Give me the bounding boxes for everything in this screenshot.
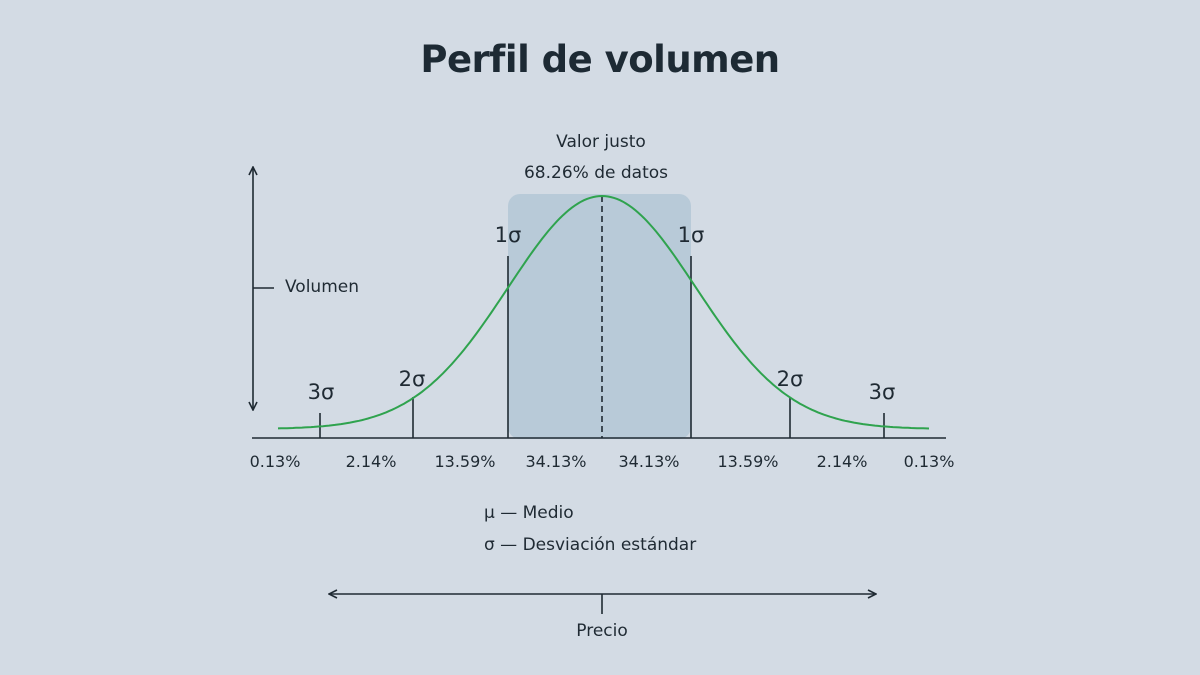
- sigma-label-left-2: 2σ: [399, 367, 426, 391]
- fair-value-label: Valor justo: [556, 132, 646, 152]
- percent-label: 34.13%: [618, 452, 679, 471]
- sigma-label-right-2: 2σ: [777, 367, 804, 391]
- legend-sigma: σ — Desviación estándar: [484, 535, 696, 555]
- sigma-label-left-3: 3σ: [308, 380, 335, 404]
- sigma-label-right-3: 3σ: [869, 380, 896, 404]
- fair-value-region: [508, 194, 691, 439]
- percent-label: 0.13%: [250, 452, 301, 471]
- bell-curve: [277, 194, 930, 430]
- percent-label: 13.59%: [717, 452, 778, 471]
- page-title: Perfil de volumen: [420, 38, 780, 81]
- percent-label: 0.13%: [904, 452, 955, 471]
- price-axis-label: Precio: [576, 621, 628, 641]
- percent-label: 2.14%: [817, 452, 868, 471]
- fair-value-share: 68.26% de datos: [524, 163, 668, 183]
- percent-label: 13.59%: [434, 452, 495, 471]
- volume-axis-label: Volumen: [285, 277, 359, 297]
- percent-label: 34.13%: [525, 452, 586, 471]
- sigma-label-right-1: 1σ: [678, 223, 705, 247]
- sigma-label-left-1: 1σ: [495, 223, 522, 247]
- percent-label: 2.14%: [346, 452, 397, 471]
- legend-mean: μ — Medio: [484, 503, 574, 523]
